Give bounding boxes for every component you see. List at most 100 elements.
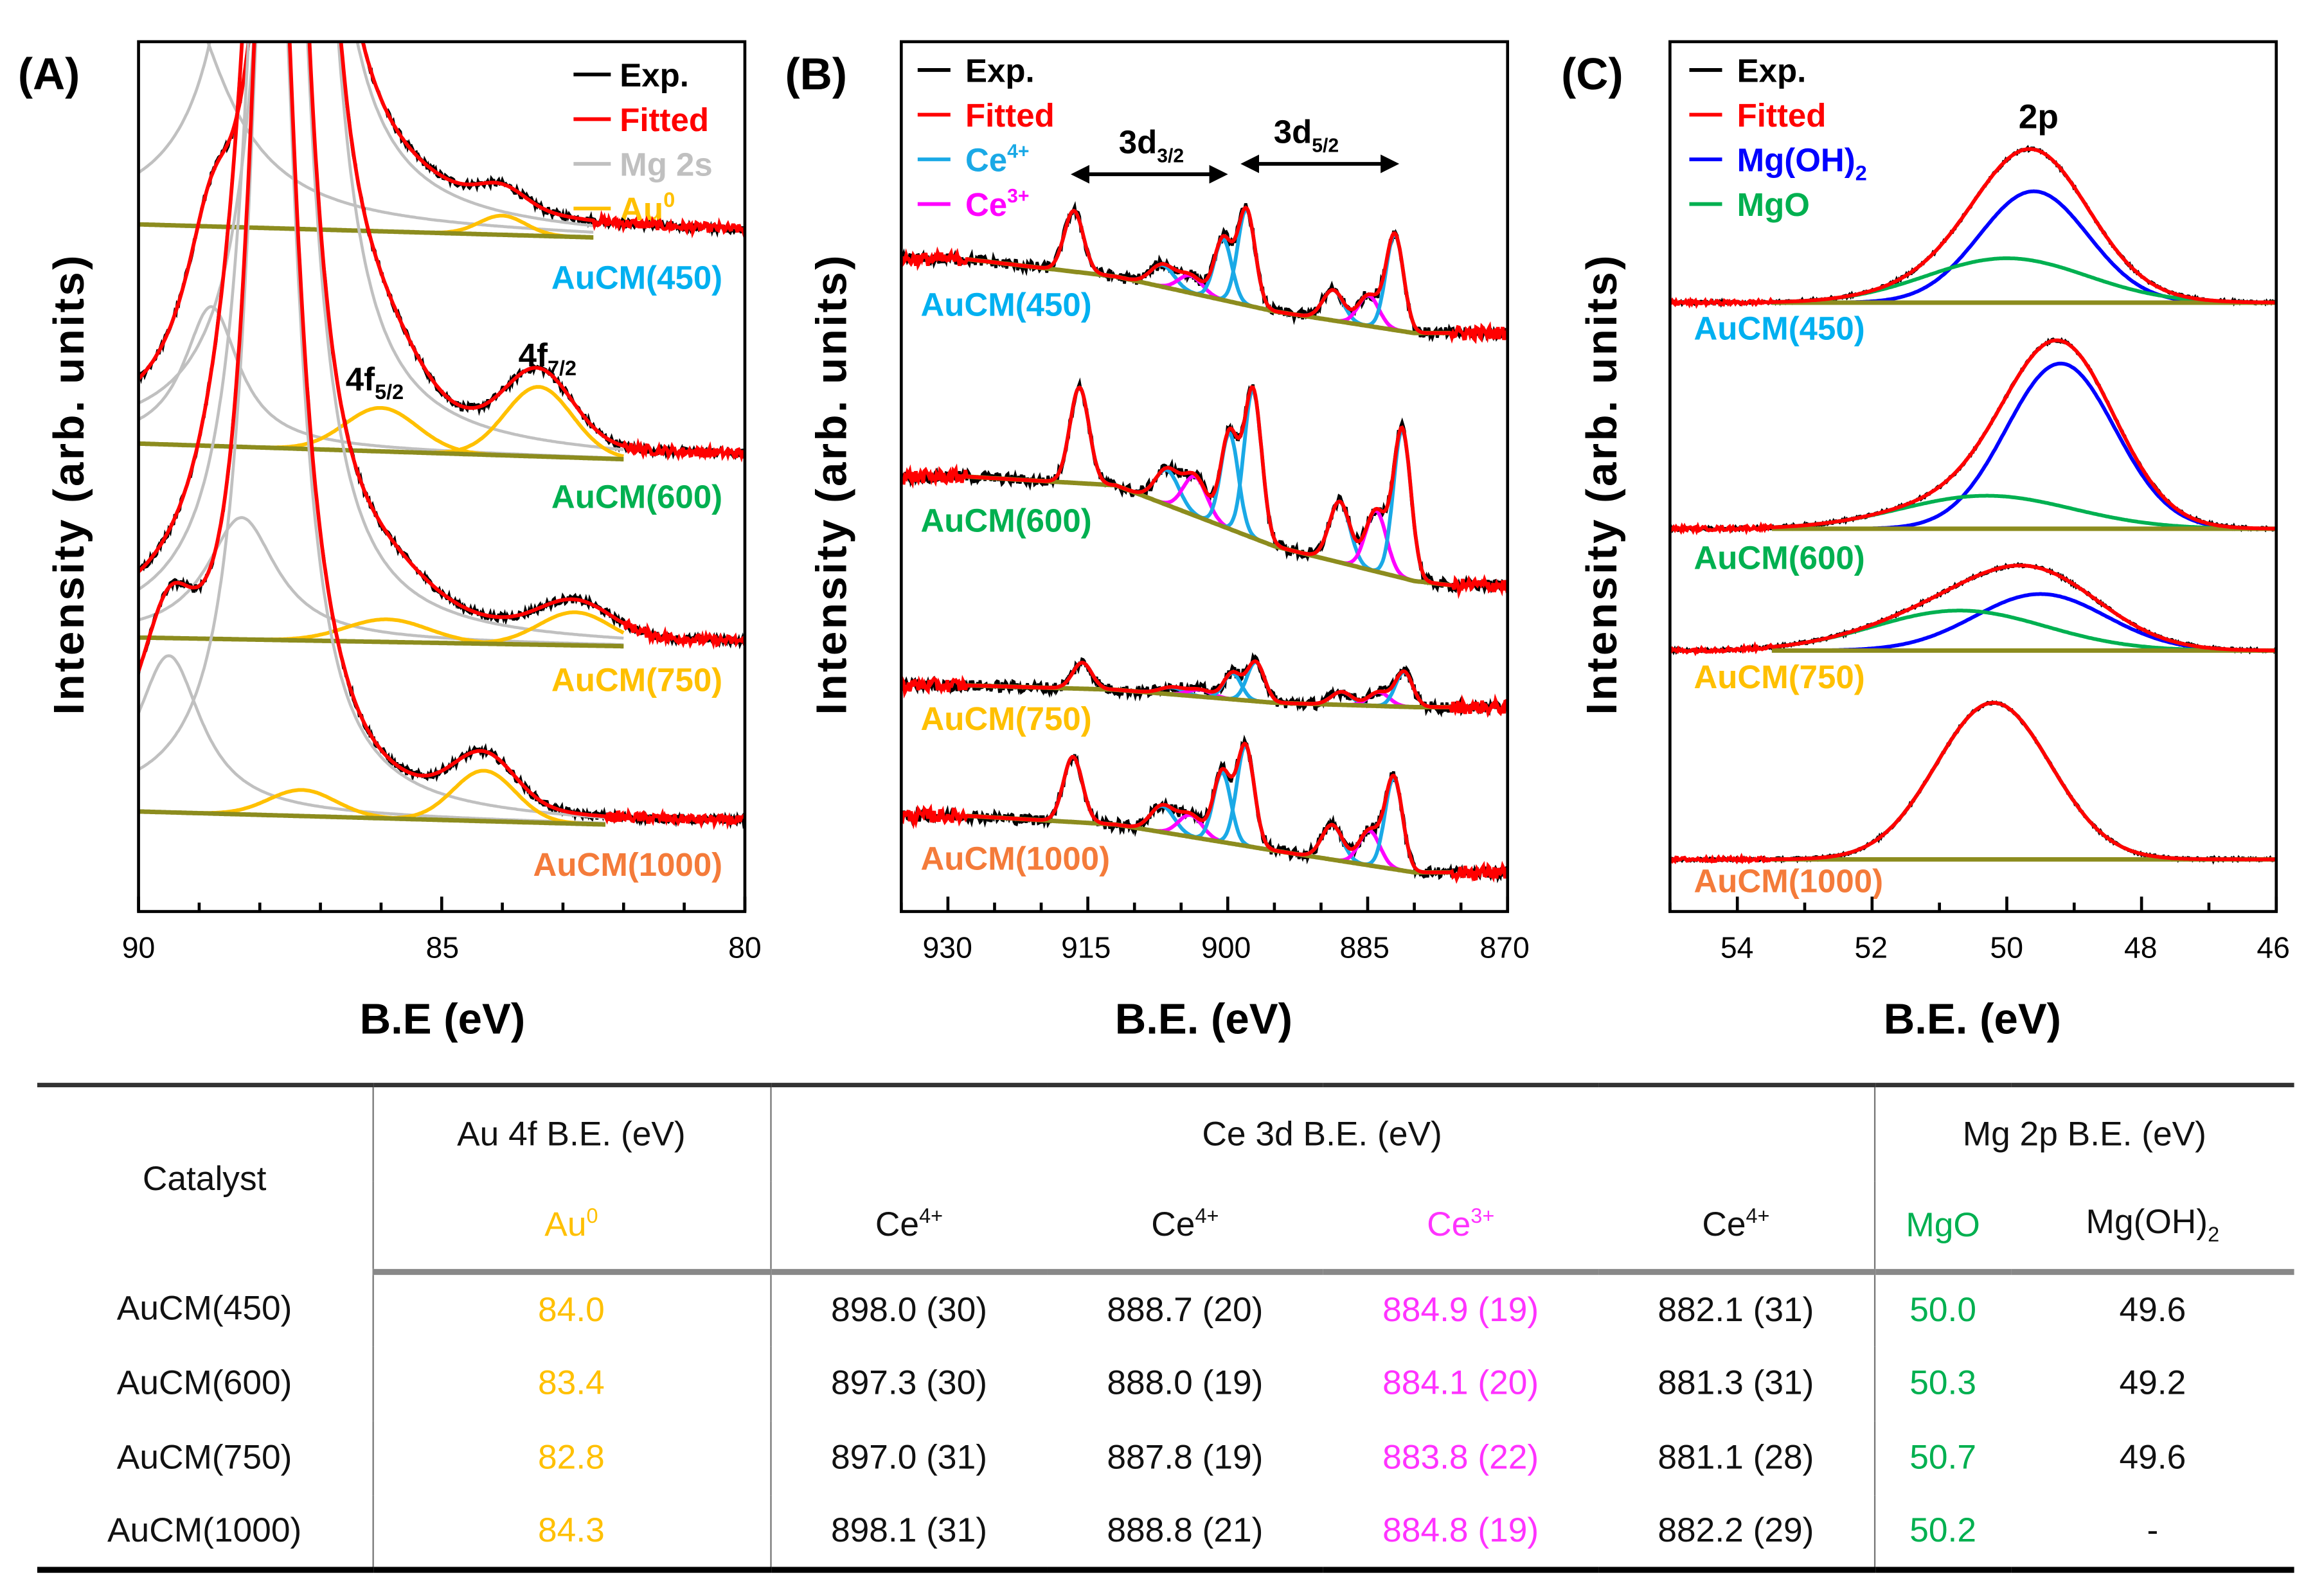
- sample-traces: [901, 377, 1508, 600]
- sample-label: AuCM(450): [551, 260, 722, 296]
- ce4-cell: 881.3 (31): [1658, 1362, 1814, 1402]
- fitted-trace: [901, 659, 1508, 718]
- baseline: [138, 635, 624, 649]
- y-axis-label: Intensity (arb. units): [1578, 253, 1626, 715]
- exp-trace: [1670, 337, 2276, 533]
- subheader-ce4: Ce4+: [769, 1180, 1048, 1274]
- sample-traces: [1670, 337, 2276, 536]
- legend-mg2s: Mg 2s: [620, 147, 712, 183]
- panel-label: (C): [1561, 49, 1623, 99]
- fitted-trace: [1670, 147, 2276, 309]
- sample-label: AuCM(450): [920, 286, 1091, 323]
- group-header-au4f: Au 4f B.E. (eV): [371, 1083, 771, 1180]
- baseline: [138, 809, 605, 827]
- legend-fitted: Fitted: [620, 102, 709, 138]
- legend-exp: Exp.: [620, 57, 689, 93]
- x-tick-label: 48: [2124, 930, 2158, 964]
- ce4-cell: 887.8 (19): [1107, 1437, 1264, 1477]
- legend-exp: Exp.: [1737, 52, 1807, 89]
- legend-ce3: Ce3+: [965, 186, 1030, 223]
- fitted-trace: [1670, 564, 2276, 657]
- x-tick-label: 50: [1990, 930, 2023, 964]
- au0-cell: 83.4: [371, 1346, 771, 1421]
- component-mg2s: [138, 516, 624, 646]
- ce4-cell: 888.8 (21): [1047, 1495, 1323, 1572]
- catalyst-cell: AuCM(600): [116, 1362, 292, 1402]
- ce4-cell: 897.0 (31): [769, 1420, 1048, 1495]
- legend-mgoh2: Mg(OH)2: [1737, 142, 1867, 185]
- fitted-trace: [1670, 338, 2276, 536]
- subheader-au0: Au0: [371, 1180, 771, 1274]
- sample-label: AuCM(600): [551, 478, 722, 515]
- y-axis-label: Intensity (arb. units): [45, 253, 93, 715]
- component-mg2s: [206, 41, 594, 234]
- sample-label: AuCM(600): [920, 502, 1091, 538]
- component-mg2s: [138, 41, 605, 819]
- x-tick-label: 870: [1479, 930, 1529, 964]
- sample-traces: [1670, 700, 2276, 865]
- sample-traces: [901, 200, 1508, 344]
- mgo-cell: 50.7: [1873, 1420, 2012, 1495]
- mgo-cell: 50.3: [1873, 1346, 2012, 1421]
- fitted-trace: [901, 385, 1508, 600]
- ce3-cell: 884.1 (20): [1382, 1362, 1539, 1402]
- table-row: AuCM(1000) 84.3 898.1 (31) 888.8 (21) 88…: [37, 1495, 2294, 1572]
- y-axis-label: Intensity (arb. units): [808, 253, 856, 715]
- panel-label: (B): [785, 49, 848, 99]
- component-mgoh2: [1771, 592, 2276, 653]
- panel-c: (C) Intensity (arb. units) B.E. (eV) 54 …: [1561, 40, 2290, 1044]
- mgoh2-cell: 49.6: [2119, 1290, 2186, 1329]
- legend-fitted: Fitted: [965, 97, 1055, 134]
- x-tick-label: 52: [1855, 930, 1888, 964]
- x-tick-label: 85: [426, 930, 460, 964]
- group-header-ce3d: Ce 3d B.E. (eV): [769, 1083, 1874, 1180]
- ce4-cell: 898.0 (30): [769, 1271, 1048, 1346]
- annotation-2p: 2p: [2019, 98, 2059, 136]
- x-axis-label: B.E (eV): [360, 995, 526, 1044]
- ce3-cell: 884.8 (19): [1323, 1495, 1599, 1572]
- fitted-trace: [138, 41, 745, 830]
- fitted-trace: [1670, 700, 2276, 865]
- sample-label: AuCM(600): [1694, 539, 1864, 576]
- ce4-cell: 897.3 (30): [769, 1346, 1048, 1421]
- component-ce4: [966, 385, 1451, 587]
- fitted-trace: [138, 41, 745, 650]
- subheader-mgo: MgO: [1873, 1180, 2012, 1274]
- table-row: AuCM(750) 82.8 897.0 (31) 887.8 (19) 883…: [37, 1420, 2294, 1495]
- baseline: [138, 222, 594, 240]
- subheader-ce3: Ce3+: [1323, 1180, 1599, 1274]
- mgo-cell: 50.2: [1873, 1495, 2012, 1572]
- ce4-cell: 888.0 (19): [1107, 1362, 1264, 1402]
- catalyst-cell: AuCM(750): [116, 1437, 292, 1477]
- sample-label: AuCM(1000): [1694, 862, 1883, 899]
- ce4-cell: 882.1 (31): [1658, 1290, 1814, 1329]
- component-ce4: [966, 387, 1451, 587]
- subheader-ce4: Ce4+: [1598, 1180, 1874, 1274]
- sample-label: AuCM(750): [551, 662, 722, 698]
- baseline: [138, 441, 624, 462]
- xps-plots: (A) Intensity (arb. units) B.E (eV) 90 8…: [18, 40, 2290, 1044]
- x-tick-label: 930: [923, 930, 972, 964]
- mgo-cell: 50.0: [1873, 1271, 2012, 1346]
- annotation-3d3-2: 3d3/2: [1119, 124, 1184, 167]
- plot-frame: [900, 40, 1510, 913]
- legend-mgo: MgO: [1737, 186, 1810, 223]
- component-mg2s: [138, 41, 624, 452]
- ce3-cell: 883.8 (22): [1382, 1437, 1539, 1477]
- sample-traces: [1670, 562, 2276, 657]
- subheader-mgoh2: Mg(OH)2: [2011, 1180, 2294, 1274]
- plot-area: [1670, 145, 2276, 865]
- sample-label: AuCM(1000): [533, 846, 723, 883]
- x-tick-label: 900: [1201, 930, 1251, 964]
- binding-energy-table: Catalyst Au 4f B.E. (eV) Ce 3d B.E. (eV)…: [37, 1083, 2294, 1572]
- legend: Exp. Fitted Mg(OH)2 MgO: [1689, 52, 1867, 223]
- table-row: AuCM(450) 84.0 898.0 (30) 888.7 (20) 884…: [37, 1271, 2294, 1346]
- catalyst-cell: AuCM(1000): [37, 1495, 373, 1572]
- ce4-cell: 882.2 (29): [1598, 1495, 1874, 1572]
- au0-cell: 84.0: [371, 1271, 771, 1346]
- mgoh2-cell: 49.6: [2119, 1437, 2186, 1477]
- mgoh2-cell: -: [2011, 1495, 2294, 1572]
- component-mgoh2: [1771, 189, 2276, 305]
- au0-cell: 82.8: [371, 1420, 771, 1495]
